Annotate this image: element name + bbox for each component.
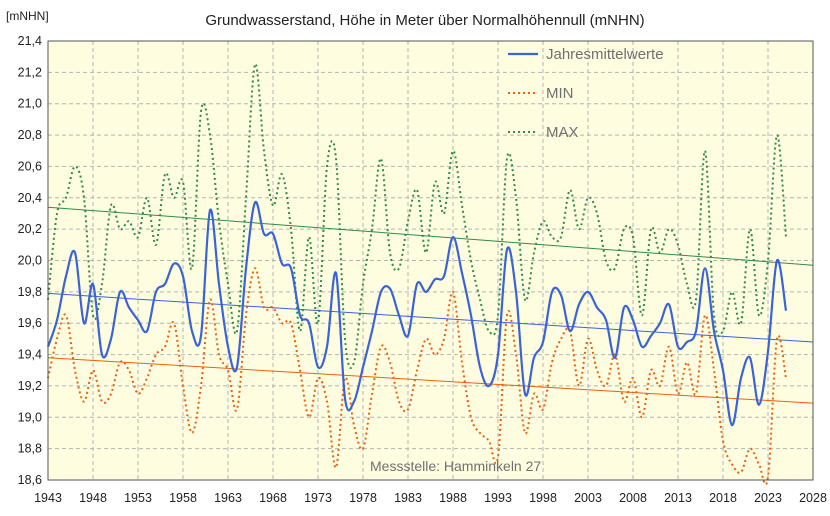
x-tick-label: 1953 (124, 491, 152, 505)
x-tick-label: 1993 (484, 491, 512, 505)
y-tick-label: 20,6 (18, 159, 42, 173)
x-tick-label: 1958 (169, 491, 197, 505)
y-tick-label: 19,0 (18, 410, 42, 424)
x-tick-label: 1983 (394, 491, 422, 505)
y-tick-label: 19,2 (18, 379, 42, 393)
y-tick-label: 20,0 (18, 254, 42, 268)
y-tick-label: 21,4 (18, 34, 42, 48)
x-tick-label: 1943 (34, 491, 62, 505)
y-tick-label: 21,0 (18, 97, 42, 111)
x-tick-label: 2028 (799, 491, 827, 505)
y-tick-label: 21,2 (18, 65, 42, 79)
y-tick-label: 18,8 (18, 442, 42, 456)
y-tick-label: 20,2 (18, 222, 42, 236)
y-axis-ticks: 18,6 18,8 19,0 19,2 19,4 19,6 19,8 20,0 20,2 20,4… (18, 34, 42, 487)
y-tick-label: 20,8 (18, 128, 42, 142)
legend-label-max: MAX (546, 124, 579, 141)
x-tick-label: 2018 (709, 491, 737, 505)
y-tick-label: 18,6 (18, 473, 42, 487)
x-tick-label: 2008 (619, 491, 647, 505)
x-tick-label: 2013 (664, 491, 692, 505)
x-tick-label: 1973 (304, 491, 332, 505)
station-annotation: Messstelle: Hamminkeln 27 (370, 458, 541, 474)
chart-title: Grundwasserstand, Höhe in Meter über Nor… (205, 12, 644, 29)
x-tick-label: 1968 (259, 491, 287, 505)
x-tick-label: 1963 (214, 491, 242, 505)
y-tick-label: 20,4 (18, 191, 42, 205)
y-axis-unit-label: [mNHN] (6, 9, 49, 23)
legend-label-jahresmittelwerte: Jahresmittelwerte (546, 46, 664, 63)
x-tick-label: 1988 (439, 491, 467, 505)
x-tick-label: 2003 (574, 491, 602, 505)
x-tick-label: 1978 (349, 491, 377, 505)
x-tick-label: 1998 (529, 491, 557, 505)
y-tick-label: 19,8 (18, 285, 42, 299)
x-axis-ticks: 1943 1948 1953 1958 1963 1968 1973 1978 1983 1988… (34, 491, 827, 505)
legend-label-min: MIN (546, 85, 574, 102)
x-tick-label: 1948 (79, 491, 107, 505)
x-tick-label: 2023 (754, 491, 782, 505)
y-tick-label: 19,4 (18, 348, 42, 362)
y-tick-label: 19,6 (18, 316, 42, 330)
